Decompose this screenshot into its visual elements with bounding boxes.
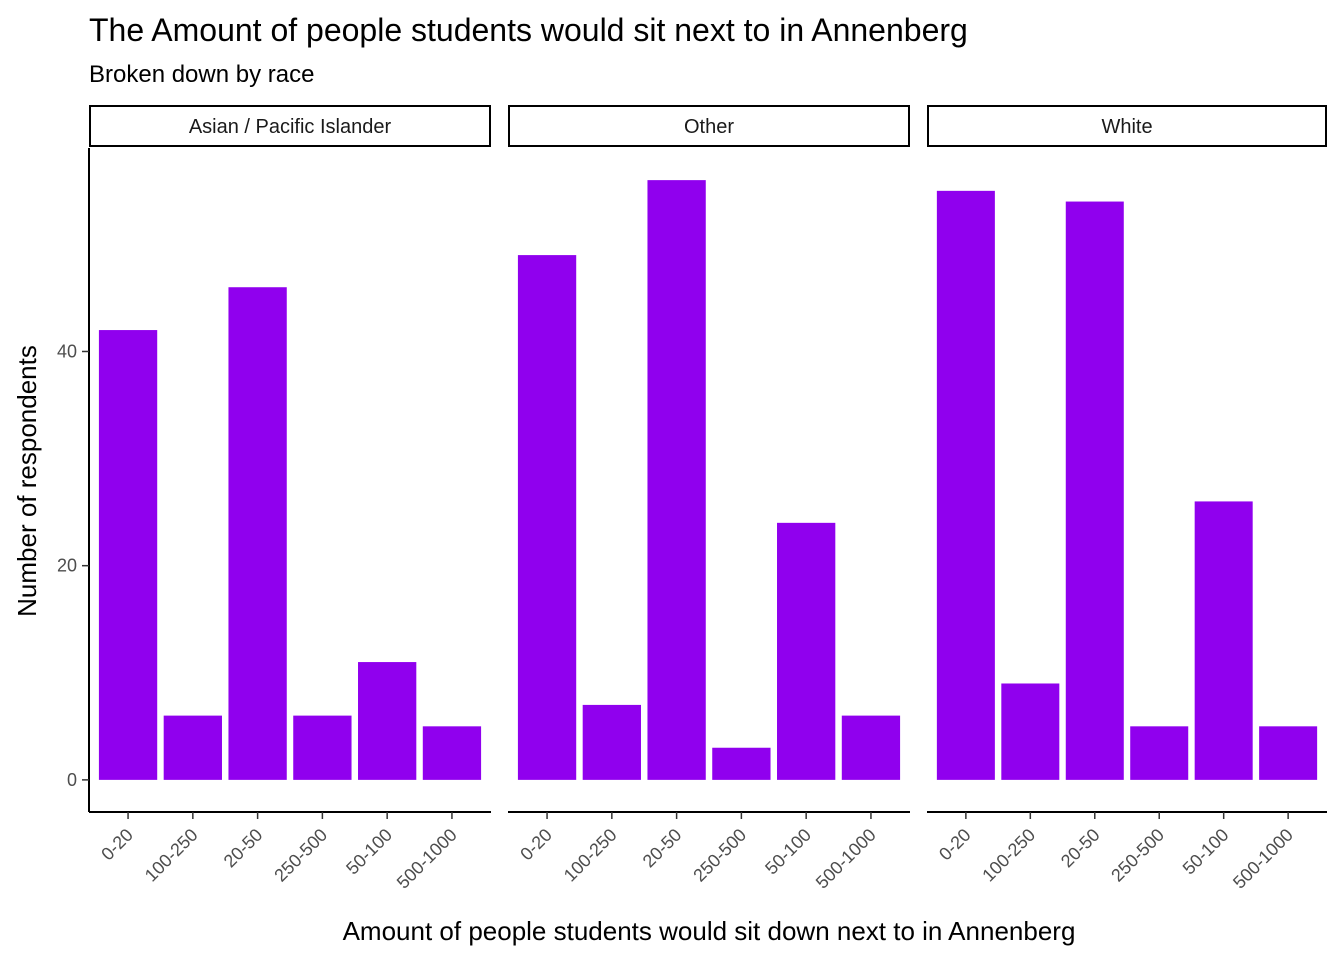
facet-strip-label: White: [1101, 116, 1152, 138]
x-tick-label: 500-1000: [812, 825, 880, 893]
facet-strip: [89, 105, 491, 147]
x-tick-label: 50-100: [1179, 825, 1233, 879]
y-tick-label: 20: [57, 556, 77, 576]
bar: [712, 747, 771, 780]
bar: [1001, 683, 1060, 780]
y-axis-title: Number of respondents: [12, 345, 42, 617]
facet-panel: Asian / Pacific Islander 0-20 100-250 20-50…: [89, 105, 491, 893]
x-tick-label: 250-500: [270, 825, 331, 886]
bar: [1259, 726, 1318, 780]
bar: [1065, 201, 1124, 780]
bar: [422, 726, 482, 780]
x-tick-label: 0-20: [935, 825, 975, 865]
chart-subtitle: Broken down by race: [89, 61, 314, 88]
facet-panel: White 0-20 100-250 20-50 250-500 50-100500-10…: [927, 105, 1327, 893]
facet-strip-label: Asian / Pacific Islander: [189, 116, 392, 138]
bar: [777, 522, 836, 780]
x-tick-label: 20-50: [1057, 825, 1104, 872]
bar: [1130, 726, 1189, 780]
x-tick-label: 50-100: [761, 825, 815, 879]
y-axis: 0 20 40: [57, 148, 90, 812]
facet-panel: Other 0-20 100-250 20-50 250-500 50-100500-10…: [508, 105, 910, 893]
bar: [841, 715, 901, 780]
x-tick-label: 100-250: [978, 825, 1039, 886]
bar: [293, 715, 352, 780]
x-axis-title: Amount of people students would sit down…: [343, 916, 1076, 946]
x-tick-label: 250-500: [689, 825, 750, 886]
bar: [936, 190, 995, 780]
facet-strip-label: Other: [684, 116, 734, 138]
bar: [98, 330, 158, 780]
y-tick-label: 0: [67, 770, 77, 790]
x-tick-label: 20-50: [639, 825, 686, 872]
bar: [1194, 501, 1253, 780]
bar: [517, 255, 577, 780]
x-tick-label: 0-20: [516, 825, 556, 865]
x-tick-label: 20-50: [220, 825, 267, 872]
x-tick-label: 100-250: [560, 825, 621, 886]
bar: [228, 287, 287, 780]
x-tick-label: 500-1000: [1229, 825, 1297, 893]
facet-strip: [508, 105, 910, 147]
x-tick-label: 0-20: [97, 825, 137, 865]
y-tick-label: 40: [57, 341, 77, 361]
bar: [358, 662, 417, 780]
bar: [647, 180, 706, 780]
chart-title: The Amount of people students would sit …: [89, 12, 968, 48]
x-tick-label: 500-1000: [393, 825, 461, 893]
bar: [582, 704, 641, 780]
facet-strip: [927, 105, 1327, 147]
x-tick-label: 50-100: [342, 825, 396, 879]
bar: [163, 715, 222, 780]
x-tick-label: 250-500: [1107, 825, 1168, 886]
x-tick-label: 100-250: [141, 825, 202, 886]
